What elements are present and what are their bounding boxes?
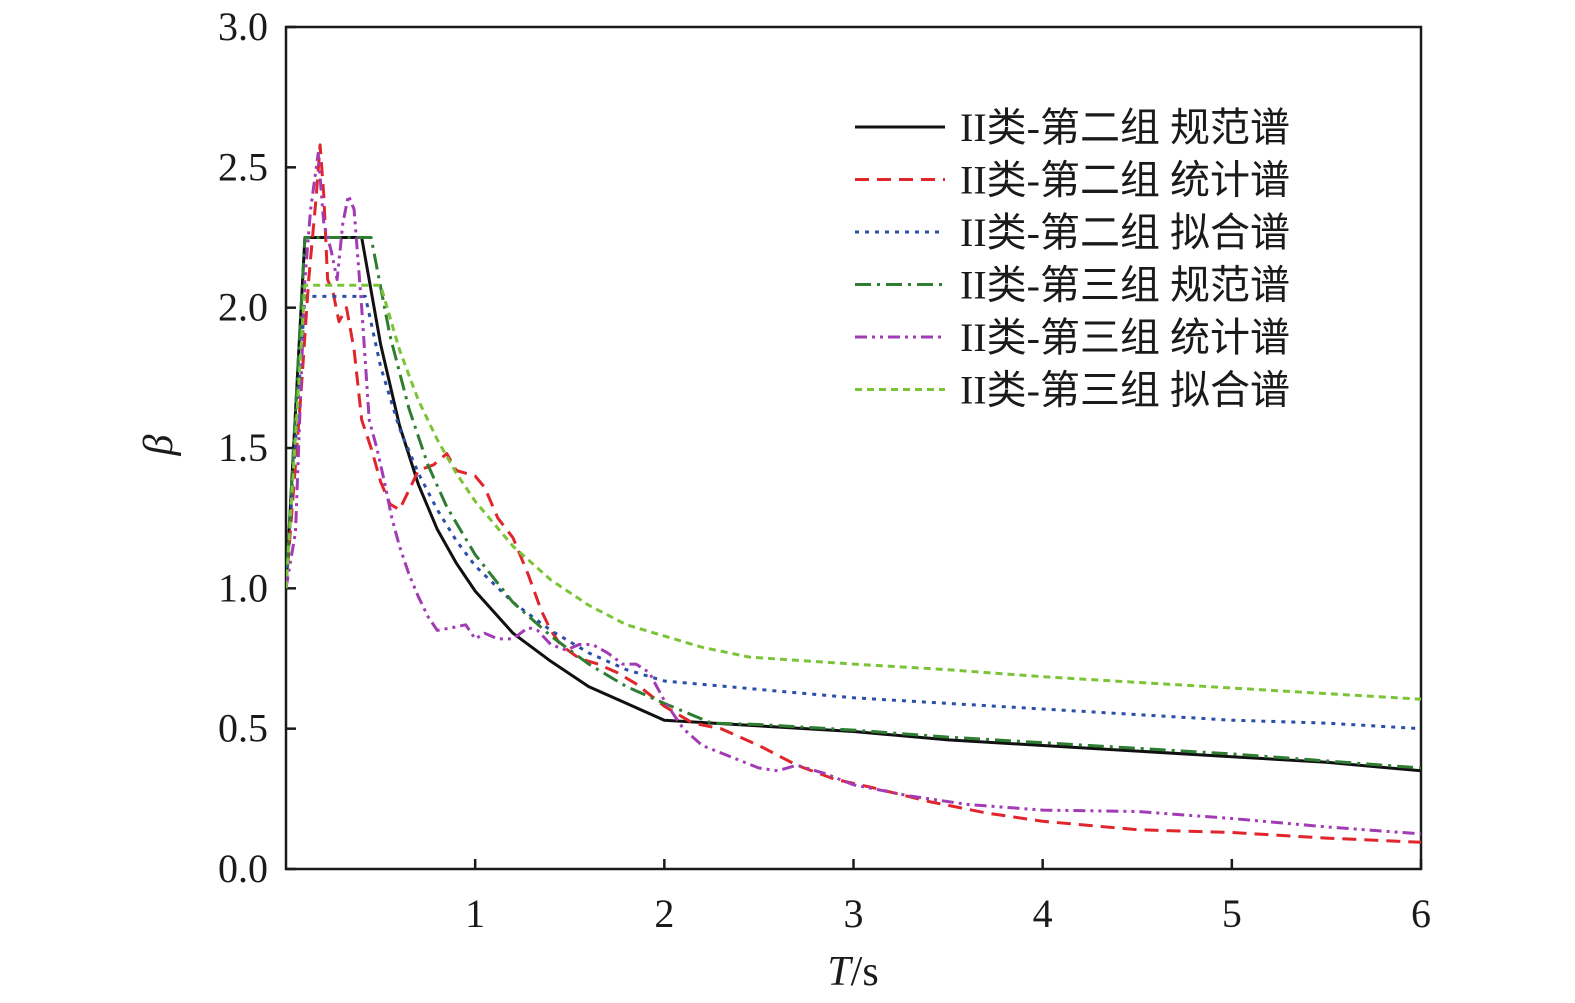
- legend-label-4: II类-第三组 规范谱: [960, 263, 1290, 308]
- y-tick-label: 3.0: [218, 4, 268, 49]
- series-line-1: [286, 236, 1421, 773]
- x-tick-label: 1: [465, 891, 485, 936]
- x-tick-label: 4: [1033, 891, 1053, 936]
- plot-frame: [284, 25, 1423, 871]
- y-tick-label: 0.5: [218, 706, 268, 751]
- y-tick-label: 0.0: [218, 846, 268, 891]
- x-axis-label-unit: /s: [851, 949, 879, 995]
- series-line-4: [286, 236, 1421, 770]
- x-tick-label: 5: [1222, 891, 1242, 936]
- x-axis-label-variable: T: [827, 949, 853, 995]
- x-tick-label: 2: [654, 891, 674, 936]
- y-axis-label: β: [136, 434, 182, 456]
- legend-label-1: II类-第二组 规范谱: [960, 105, 1290, 150]
- legend-label-6: II类-第三组 拟合谱: [960, 368, 1290, 413]
- legend-label-3: II类-第二组 拟合谱: [960, 210, 1290, 255]
- series-line-6: [286, 283, 1421, 701]
- y-tick-label: 1.0: [218, 565, 268, 610]
- y-tick-label: 2.0: [218, 285, 268, 330]
- x-tick-label: 6: [1411, 891, 1431, 936]
- y-tick-label: 2.5: [218, 144, 268, 189]
- axis-ticks: 1 2 3 4 5 6 0.0 0.5 1.0 1.5 2.0 2.5 3.0: [218, 4, 1431, 936]
- x-tick-label: 3: [844, 891, 864, 936]
- legend-label-2: II类-第二组 统计谱: [960, 158, 1290, 203]
- x-axis-label: T/s: [827, 949, 878, 995]
- legend-label-5: II类-第三组 统计谱: [960, 315, 1290, 360]
- series-lines: [286, 143, 1421, 844]
- y-tick-label: 1.5: [218, 425, 268, 470]
- legend: II类-第二组 规范谱 II类-第二组 统计谱 II类-第二组 拟合谱 II类-第三组…: [855, 105, 1290, 413]
